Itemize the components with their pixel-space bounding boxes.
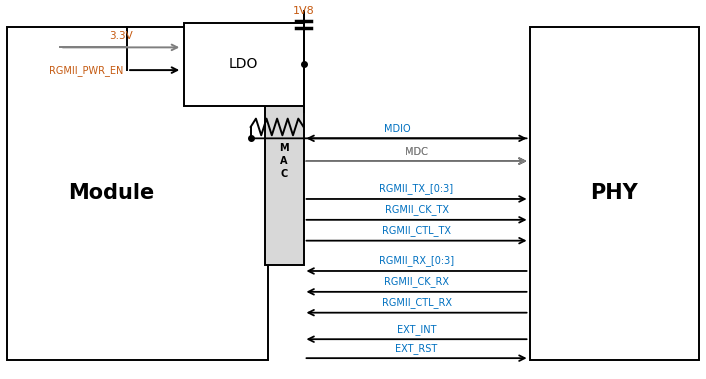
Text: MDC: MDC bbox=[405, 147, 428, 157]
Text: PHY: PHY bbox=[590, 183, 638, 203]
Text: RGMII_CK_TX: RGMII_CK_TX bbox=[385, 204, 448, 215]
Text: RGMII_PWR_EN: RGMII_PWR_EN bbox=[49, 65, 124, 75]
Bar bbox=[265, 57, 304, 265]
Text: RGMII_CTL_RX: RGMII_CTL_RX bbox=[381, 297, 452, 308]
Text: MDIO: MDIO bbox=[384, 124, 410, 134]
Text: Module: Module bbox=[68, 183, 155, 203]
Text: RGMII_CTL_TX: RGMII_CTL_TX bbox=[382, 225, 451, 236]
Bar bbox=[184, 23, 304, 106]
Text: LDO: LDO bbox=[229, 58, 258, 71]
Bar bbox=[7, 27, 268, 360]
Bar bbox=[530, 27, 699, 360]
Text: RGMII_CK_RX: RGMII_CK_RX bbox=[384, 276, 449, 287]
Text: 3.3V: 3.3V bbox=[109, 31, 133, 41]
Text: EXT_INT: EXT_INT bbox=[397, 324, 436, 335]
Text: 1V8: 1V8 bbox=[293, 6, 314, 16]
Text: M
A
C: M A C bbox=[280, 143, 289, 179]
Text: EXT_RST: EXT_RST bbox=[395, 343, 438, 354]
Text: RGMII_TX_[0:3]: RGMII_TX_[0:3] bbox=[380, 183, 453, 194]
Text: RGMII_RX_[0:3]: RGMII_RX_[0:3] bbox=[379, 255, 454, 266]
Text: MDC: MDC bbox=[405, 147, 428, 157]
